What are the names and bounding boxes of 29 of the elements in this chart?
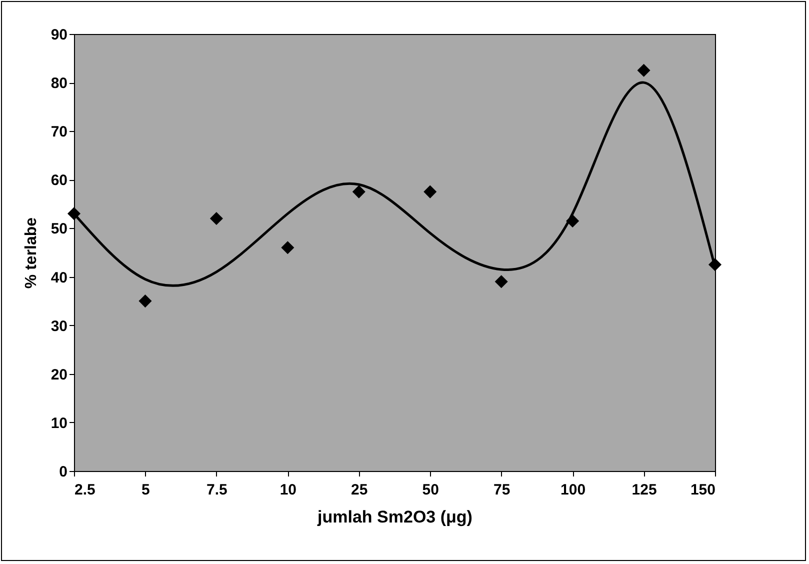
point <box>281 241 294 254</box>
x-tick-label: 5 <box>142 482 150 498</box>
point <box>352 185 366 198</box>
y-tick-label: 20 <box>50 366 68 384</box>
y-tick-label: 80 <box>50 75 68 92</box>
x-tick-label: 25 <box>351 482 368 498</box>
point <box>210 212 223 226</box>
point <box>424 185 437 198</box>
point <box>637 64 650 77</box>
y-tick-label: 90 <box>50 26 68 44</box>
y-tick-label: 60 <box>50 172 68 190</box>
x-tick-label: 100 <box>560 482 586 498</box>
y-tick-label: 30 <box>50 318 68 335</box>
point <box>494 275 508 288</box>
y-tick-label: 50 <box>50 220 68 238</box>
x-tick-label: 2.5 <box>74 482 96 498</box>
x-tick-label: 150 <box>690 482 716 498</box>
x-tick-label: 125 <box>632 482 657 498</box>
y-axis-title: % terlabe <box>22 217 40 289</box>
point <box>138 294 152 308</box>
y-tick-label: 40 <box>50 269 68 286</box>
x-tick-label: 50 <box>422 482 439 498</box>
y-tick-label: 70 <box>50 124 68 141</box>
x-axis-title: jumlah Sm2O3 (μg) <box>316 508 472 526</box>
y-tick-label: 10 <box>50 414 68 432</box>
x-tick-label: 10 <box>280 482 297 498</box>
x-tick-label: 75 <box>493 482 510 498</box>
x-tick-label: 7.5 <box>206 482 228 498</box>
y-tick-label: 0 <box>59 464 68 480</box>
